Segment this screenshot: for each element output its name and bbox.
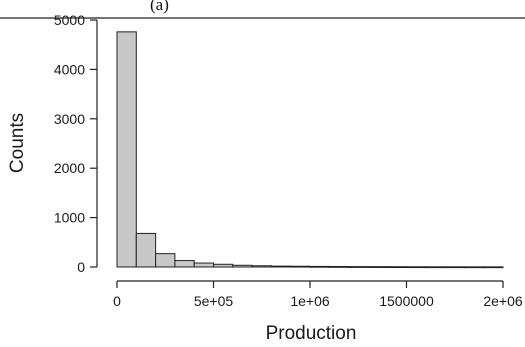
y-tick-label: 1000 [54, 210, 85, 226]
histogram-bar [135, 232, 157, 268]
histogram-bar [309, 265, 330, 268]
histogram-bar [290, 265, 311, 268]
x-tick-label: 2e+06 [483, 293, 523, 309]
y-tick-label: 2000 [54, 160, 85, 176]
histogram-bar [116, 31, 137, 268]
histogram-bar [193, 262, 214, 268]
x-tick-label: 1500000 [379, 293, 434, 309]
x-tick-label: 1e+06 [290, 293, 330, 309]
histogram-bar [463, 266, 485, 269]
histogram-bar [406, 266, 427, 269]
histogram-bar [174, 260, 195, 268]
y-axis: 0 1000 2000 3000 4000 5000 [54, 12, 98, 275]
histogram-bar [155, 253, 176, 268]
histogram-bar [348, 266, 369, 268]
histogram-bars [116, 31, 504, 269]
y-tick-label: 0 [77, 259, 85, 275]
y-tick-label: 5000 [54, 12, 85, 28]
x-tick-label: 5e+05 [194, 293, 234, 309]
histogram-bar [444, 266, 465, 269]
x-tick-label: 0 [113, 293, 121, 309]
caption-fragment: (a) [150, 0, 169, 14]
histogram-bar [232, 264, 253, 268]
y-tick-label: 4000 [54, 61, 85, 77]
x-axis: 0 5e+05 1e+06 1500000 2e+06 [113, 280, 523, 309]
y-tick-label: 3000 [54, 111, 85, 127]
histogram-bar [483, 266, 504, 269]
x-axis-title: Production [266, 323, 357, 344]
histogram-bar [367, 266, 388, 268]
histogram-bar [328, 266, 350, 268]
histogram-bar [386, 266, 408, 269]
histogram-bar [213, 263, 234, 268]
y-axis-title: Counts [7, 113, 28, 173]
histogram-bar [425, 266, 446, 269]
histogram-bar [251, 265, 272, 268]
histogram-bar [270, 265, 292, 268]
